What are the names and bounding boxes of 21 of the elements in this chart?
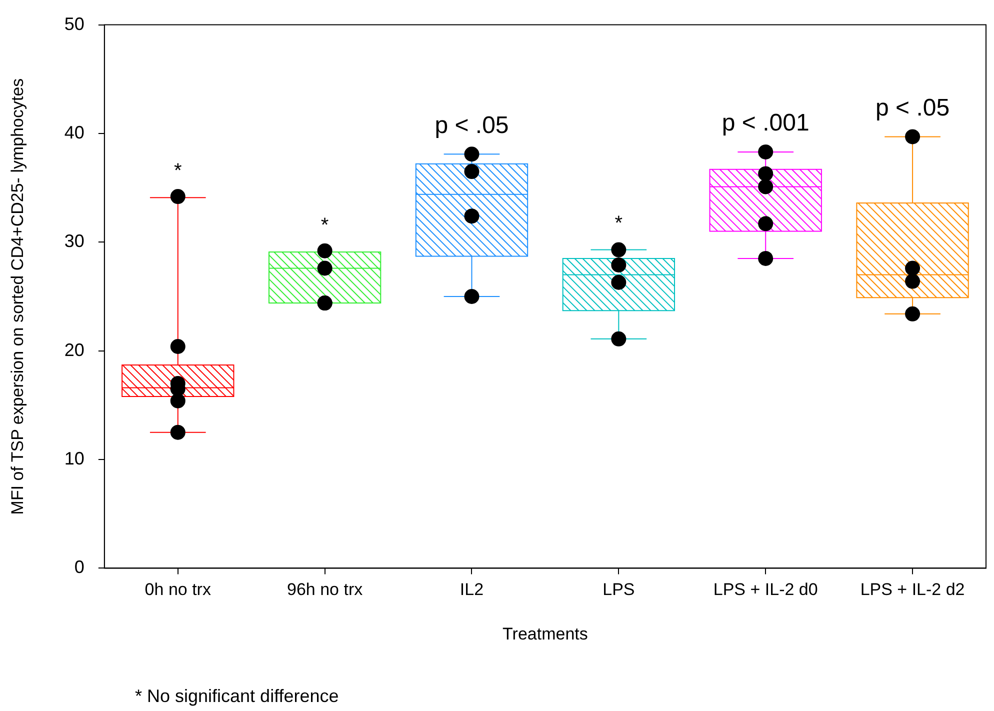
y-tick-label: 20 bbox=[64, 340, 84, 360]
annotation: p < .05 bbox=[876, 94, 950, 122]
annotation: p < .05 bbox=[434, 112, 509, 139]
x-tick-label: 96h no trx bbox=[287, 580, 364, 600]
x-tick-label: 0h no trx bbox=[144, 580, 212, 600]
annotation: * bbox=[174, 160, 182, 182]
y-axis-title: MFI of TSP expersion on sorted CD4+CD25- lymphocytes bbox=[8, 78, 27, 515]
y-tick-label: 40 bbox=[64, 122, 84, 142]
y-tick-label: 0 bbox=[74, 557, 84, 578]
x-tick-label: LPS + IL-2 d0 bbox=[713, 580, 818, 600]
x-tick-label: LPS + IL-2 d2 bbox=[860, 580, 965, 600]
x-tick-label: LPS bbox=[602, 580, 635, 600]
annotation: p < .001 bbox=[722, 110, 810, 137]
annotation: * bbox=[614, 212, 623, 234]
x-axis-title: Treatments bbox=[502, 624, 588, 644]
y-tick-label: 50 bbox=[64, 14, 84, 34]
y-tick-label: 30 bbox=[64, 231, 84, 252]
y-tick-label: 10 bbox=[64, 448, 84, 468]
annotation: * bbox=[320, 214, 329, 236]
text: * No significant difference bbox=[135, 686, 339, 706]
x-tick-label: IL2 bbox=[460, 580, 484, 600]
